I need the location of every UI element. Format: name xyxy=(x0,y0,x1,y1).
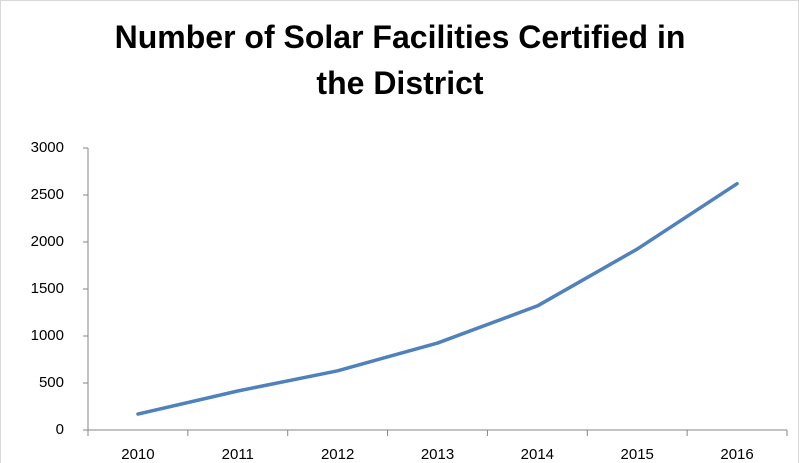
chart-title: Number of Solar Facilities Certified in … xyxy=(114,19,686,101)
x-tick-label: 2014 xyxy=(521,446,554,463)
y-tick-label: 2000 xyxy=(31,233,64,250)
x-tick-label: 2010 xyxy=(121,446,154,463)
y-tick-label: 500 xyxy=(39,374,64,391)
x-tick-label: 2012 xyxy=(321,446,354,463)
y-tick-label: 2500 xyxy=(31,186,64,203)
y-tick-label: 1500 xyxy=(31,280,64,297)
x-tick-label: 2016 xyxy=(720,446,753,463)
x-tick-label: 2011 xyxy=(222,446,254,463)
y-tick-label: 0 xyxy=(56,421,64,438)
data-line xyxy=(136,181,739,416)
x-tick-label: 2013 xyxy=(421,446,454,463)
x-tick-label: 2015 xyxy=(621,446,654,463)
y-tick-label: 3000 xyxy=(31,139,64,156)
y-tick-label: 1000 xyxy=(31,327,64,344)
